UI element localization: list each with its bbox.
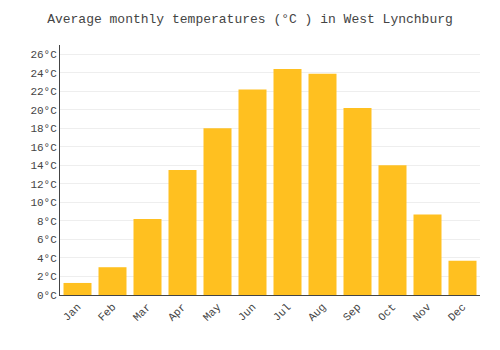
- svg-text:18°C: 18°C: [30, 123, 57, 135]
- svg-text:26°C: 26°C: [30, 49, 57, 61]
- svg-text:May: May: [201, 301, 224, 324]
- svg-text:2°C: 2°C: [37, 271, 57, 283]
- svg-text:4°C: 4°C: [37, 253, 57, 265]
- svg-text:Aug: Aug: [306, 301, 328, 323]
- svg-text:Dec: Dec: [446, 301, 468, 323]
- svg-text:Jun: Jun: [236, 301, 258, 323]
- svg-text:24°C: 24°C: [30, 68, 57, 80]
- svg-text:Oct: Oct: [376, 301, 398, 323]
- svg-text:Apr: Apr: [166, 301, 188, 323]
- svg-text:10°C: 10°C: [30, 197, 57, 209]
- svg-text:16°C: 16°C: [30, 142, 57, 154]
- svg-text:Nov: Nov: [411, 301, 434, 324]
- svg-text:8°C: 8°C: [37, 216, 57, 228]
- svg-text:Jan: Jan: [61, 301, 83, 323]
- svg-text:0°C: 0°C: [37, 290, 57, 302]
- svg-text:Mar: Mar: [131, 301, 153, 323]
- svg-text:Sep: Sep: [341, 301, 363, 323]
- svg-text:20°C: 20°C: [30, 105, 57, 117]
- svg-text:22°C: 22°C: [30, 86, 57, 98]
- svg-text:Feb: Feb: [96, 301, 118, 323]
- svg-text:6°C: 6°C: [37, 234, 57, 246]
- svg-text:Jul: Jul: [271, 301, 293, 323]
- svg-text:12°C: 12°C: [30, 179, 57, 191]
- svg-text:14°C: 14°C: [30, 160, 57, 172]
- svg-text:Average monthly temperatures (: Average monthly temperatures (°C ) in We…: [47, 12, 453, 27]
